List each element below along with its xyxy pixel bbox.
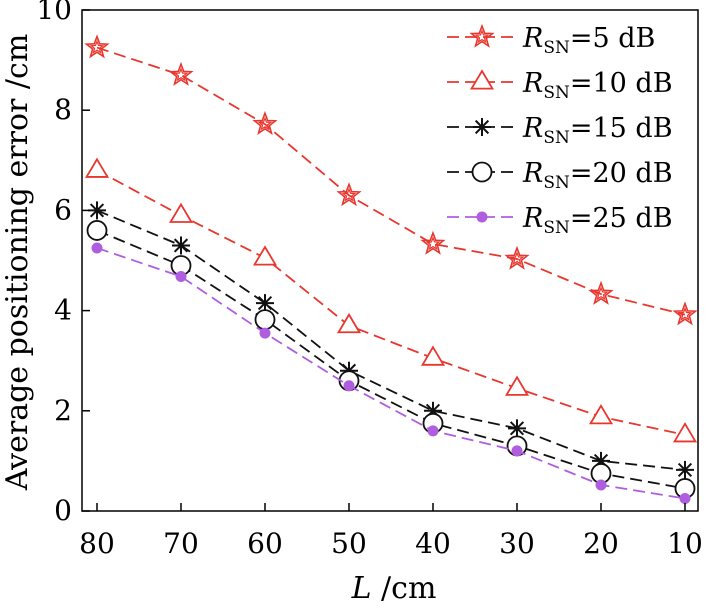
data-point [88, 201, 106, 220]
data-point [256, 294, 274, 313]
y-tick-label: 0 [54, 494, 72, 527]
legend-item: RSN=5 dB [447, 23, 655, 58]
series-line [96, 209, 686, 471]
data-point [252, 245, 278, 266]
x-tick-label: 30 [499, 527, 535, 560]
plot-area [81, 9, 699, 512]
legend-label-sub: SN [543, 38, 570, 58]
y-tick-label: 4 [54, 294, 72, 327]
x-tick-label: 80 [79, 527, 115, 560]
legend-label-var: R [522, 113, 543, 144]
legend-label: RSN=20 dB [522, 158, 673, 193]
legend-label-sub: SN [543, 173, 570, 193]
y-tick-label: 6 [54, 193, 72, 226]
legend-label-sub: SN [543, 128, 570, 148]
legend-item: RSN=20 dB [447, 158, 673, 193]
x-axis: 80 70 60 50 40 30 20 10 [79, 503, 703, 560]
legend-label-var: R [522, 203, 543, 234]
data-point [168, 202, 194, 223]
y-tick-label: 10 [36, 0, 72, 26]
data-point [504, 375, 530, 396]
legend-item: RSN=25 dB [447, 203, 673, 238]
data-point [511, 445, 523, 457]
legend-marker [476, 211, 488, 223]
legend-marker [473, 118, 491, 136]
legend-marker [469, 69, 495, 90]
legend-label-rest: =10 dB [570, 68, 673, 99]
data-point [259, 327, 271, 339]
x-tick-label: 60 [247, 527, 283, 560]
series-3 [88, 201, 694, 479]
x-axis-label-var: L [351, 571, 372, 606]
data-point [588, 280, 614, 305]
x-tick-label: 10 [667, 527, 703, 560]
data-point [84, 157, 110, 178]
legend-label: RSN=10 dB [522, 68, 673, 103]
data-point [588, 404, 614, 425]
series-5 [91, 242, 691, 504]
legend-label-rest: =15 dB [570, 113, 673, 144]
y-tick-label: 8 [54, 93, 72, 126]
plot-frame [81, 9, 699, 512]
x-axis-label: L /cm [351, 571, 437, 606]
legend-label: RSN=25 dB [522, 203, 673, 238]
y-axis: 0 2 4 6 8 10 [36, 0, 90, 527]
legend-marker [469, 23, 495, 48]
data-point [679, 492, 691, 504]
data-point [172, 236, 190, 255]
series-layer [84, 34, 698, 504]
data-point [504, 245, 530, 270]
x-tick-label: 20 [583, 527, 619, 560]
data-point [672, 422, 698, 443]
x-axis-label-unit: /cm [372, 571, 437, 606]
y-axis-label: Average positioning error /cm [0, 34, 35, 492]
data-point [336, 182, 362, 207]
series-2 [84, 157, 698, 443]
x-tick-label: 70 [163, 527, 199, 560]
legend-label-var: R [522, 23, 543, 54]
data-point [595, 479, 607, 491]
legend-label-sub: SN [543, 218, 570, 238]
series-line [96, 46, 686, 316]
data-point [175, 271, 187, 283]
legend-label-rest: =5 dB [570, 23, 656, 54]
series-line [96, 247, 686, 500]
legend-label: RSN=5 dB [522, 23, 655, 58]
data-point [91, 242, 103, 254]
data-point [343, 380, 355, 392]
data-point [254, 309, 276, 331]
legend-label-rest: =25 dB [570, 203, 673, 234]
legend-label-rest: =20 dB [570, 158, 673, 189]
data-point [672, 301, 698, 326]
y-tick-label: 2 [54, 394, 72, 427]
data-point [676, 460, 694, 479]
series-1 [84, 34, 698, 326]
data-point [508, 419, 526, 438]
series-line [96, 229, 686, 490]
data-point [336, 312, 362, 334]
x-tick-label: 40 [415, 527, 451, 560]
series-line [96, 169, 686, 436]
legend-label-sub: SN [543, 83, 570, 103]
x-tick-label: 50 [331, 527, 367, 560]
legend-item: RSN=10 dB [447, 68, 673, 103]
data-point [420, 230, 446, 255]
legend-label-var: R [522, 68, 543, 99]
data-point [86, 220, 108, 241]
data-point [420, 345, 446, 366]
data-point [427, 425, 439, 437]
data-point [84, 34, 110, 59]
series-4 [86, 220, 696, 499]
legend-item: RSN=15 dB [447, 113, 673, 148]
legend-marker [471, 161, 493, 183]
legend-label-var: R [522, 158, 543, 189]
data-point [168, 61, 194, 86]
data-point [252, 110, 278, 135]
legend-label: RSN=15 dB [522, 113, 673, 148]
